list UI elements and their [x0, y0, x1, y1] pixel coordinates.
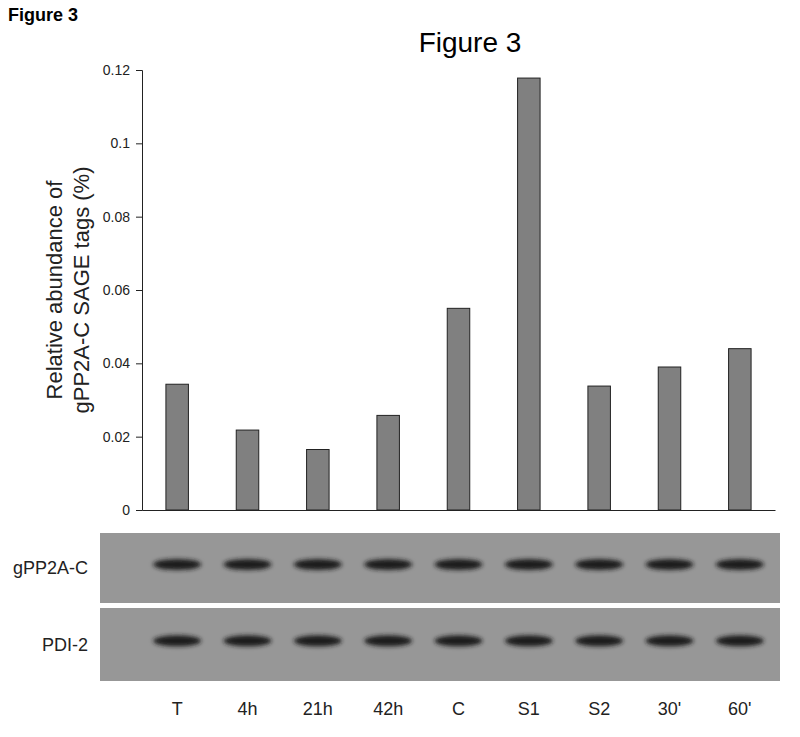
- blot-band: [224, 559, 272, 570]
- x-axis: [143, 510, 776, 511]
- x-tick-label: 60': [728, 699, 751, 719]
- chart-title: Figure 3: [419, 27, 522, 58]
- x-tick-label: 42h: [373, 699, 403, 719]
- y-tick-label: 0.12: [103, 62, 130, 78]
- blot-band: [646, 559, 694, 570]
- x-axis-line: [143, 510, 776, 511]
- y-tick: 0: [122, 502, 142, 518]
- blot-band: [716, 559, 764, 570]
- y-tick-label: 0.02: [103, 429, 130, 445]
- blot-band: [224, 635, 272, 646]
- blot-band: [364, 635, 412, 646]
- y-tick: 0.12: [103, 62, 142, 78]
- blot-band: [505, 635, 553, 646]
- figure-label: Figure 3: [8, 5, 78, 25]
- y-tick: 0.06: [103, 282, 142, 298]
- blot-band: [646, 635, 694, 646]
- blot-band: [575, 559, 623, 570]
- y-axis-line: [136, 71, 143, 511]
- blot-panel: [100, 608, 780, 681]
- bar: [518, 78, 541, 510]
- y-tick-mark: [136, 70, 142, 71]
- x-tick-label: 30': [658, 699, 681, 719]
- y-tick-label: 0.06: [103, 282, 130, 298]
- y-tick: 0.1: [111, 135, 142, 151]
- x-tick: 30': [658, 699, 681, 719]
- blot-band: [153, 559, 201, 570]
- x-tick: S1: [518, 699, 540, 719]
- x-tick-label: S1: [518, 699, 540, 719]
- bar: [729, 349, 752, 510]
- blot-row-label: PDI-2: [42, 635, 88, 655]
- y-tick: 0.04: [103, 355, 142, 371]
- blot-row-label: gPP2A-C: [13, 558, 88, 578]
- bar: [447, 308, 470, 510]
- bar: [658, 367, 681, 510]
- y-tick-label: 0.04: [103, 355, 130, 371]
- y-tick-mark: [136, 510, 142, 511]
- blot-band: [294, 559, 342, 570]
- y-tick: 0.02: [103, 429, 142, 445]
- x-tick: 42h: [373, 699, 403, 719]
- category-axis: T 4h 21h 42h C S1 S2 30' 60': [172, 699, 752, 719]
- y-tick-mark: [136, 143, 142, 144]
- blot: [100, 533, 780, 681]
- y-tick-label: 0: [122, 502, 130, 518]
- bar: [307, 450, 330, 511]
- bar: [377, 415, 400, 510]
- x-tick: S2: [588, 699, 610, 719]
- y-tick-label: 0.1: [111, 135, 131, 151]
- plot-area: [166, 78, 751, 510]
- y-tick-mark: [136, 290, 142, 291]
- y-tick-mark: [136, 437, 142, 438]
- y-axis-title-line: gPP2A-C SAGE tags (%): [69, 167, 94, 414]
- bar: [236, 430, 259, 510]
- x-tick: 60': [728, 699, 751, 719]
- blot-band: [505, 559, 553, 570]
- blot-band: [153, 635, 201, 646]
- x-tick-label: C: [452, 699, 465, 719]
- figure: Figure 3 Figure 3 0 0.02 0.04 0.06 0.08 0.1 0.12…: [0, 0, 800, 737]
- blot-panel: [100, 533, 780, 603]
- bar: [588, 386, 611, 510]
- x-tick: 4h: [237, 699, 257, 719]
- y-axis-title-line: Relative abundance of: [42, 180, 67, 400]
- y-axis-title: Relative abundance ofgPP2A-C SAGE tags (…: [42, 167, 94, 414]
- blot-band: [435, 559, 483, 570]
- x-tick-label: T: [172, 699, 183, 719]
- x-tick: 21h: [303, 699, 333, 719]
- y-tick-label: 0.08: [103, 209, 130, 225]
- x-tick-label: 4h: [237, 699, 257, 719]
- blot-band: [716, 635, 764, 646]
- blot-band: [364, 559, 412, 570]
- blot-band: [294, 635, 342, 646]
- x-tick-label: S2: [588, 699, 610, 719]
- y-tick-mark: [136, 217, 142, 218]
- y-tick-mark: [136, 363, 142, 364]
- x-tick: T: [172, 699, 183, 719]
- y-tick: 0.08: [103, 209, 142, 225]
- y-axis: 0 0.02 0.04 0.06 0.08 0.1 0.12: [103, 62, 143, 518]
- x-tick-label: 21h: [303, 699, 333, 719]
- blot-band: [435, 635, 483, 646]
- blot-band: [575, 635, 623, 646]
- bar: [166, 384, 189, 510]
- x-tick: C: [452, 699, 465, 719]
